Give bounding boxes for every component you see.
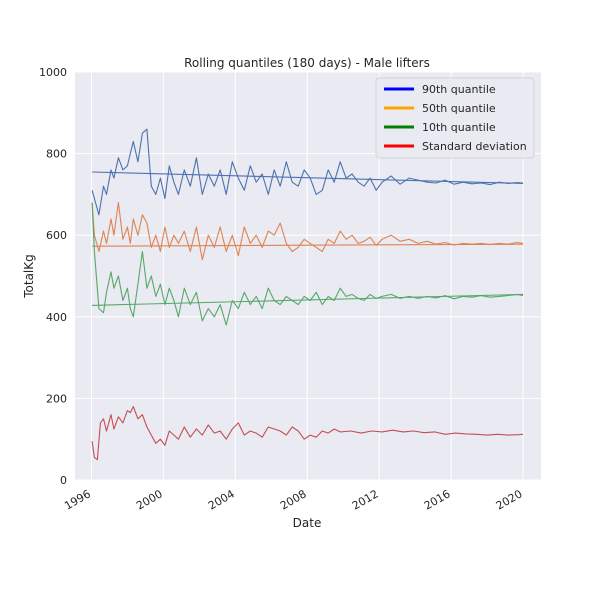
y-tick-label: 200 bbox=[46, 392, 67, 405]
y-tick-label: 400 bbox=[46, 311, 67, 324]
y-axis: 0 200 400 600 800 1000 bbox=[39, 66, 67, 487]
grid-lines bbox=[75, 71, 541, 481]
x-axis-label: Date bbox=[293, 516, 322, 530]
x-tick-label: 2000 bbox=[134, 487, 165, 512]
chart-title: Rolling quantiles (180 days) - Male lift… bbox=[184, 56, 430, 70]
series-line-3 bbox=[92, 243, 524, 247]
legend-label: 10th quantile bbox=[422, 121, 496, 134]
series-line-5 bbox=[92, 293, 524, 306]
y-tick-label: 600 bbox=[46, 229, 67, 242]
x-tick-label: 2020 bbox=[494, 487, 525, 512]
legend-label: 50th quantile bbox=[422, 102, 496, 115]
x-tick-label: 2008 bbox=[278, 487, 309, 512]
series-line-1 bbox=[92, 171, 524, 184]
x-tick-label: 2016 bbox=[422, 487, 453, 512]
legend-box bbox=[375, 77, 535, 159]
y-tick-label: 800 bbox=[46, 148, 67, 161]
x-tick-label: 2004 bbox=[206, 487, 237, 512]
x-tick-label: 1996 bbox=[62, 487, 93, 512]
series-line-4 bbox=[91, 202, 524, 326]
legend-label: Standard deviation bbox=[422, 140, 527, 153]
y-tick-label: 1000 bbox=[39, 66, 67, 79]
y-axis-label: TotalKg bbox=[22, 254, 36, 299]
legend-label: 90th quantile bbox=[422, 83, 496, 96]
legend: 90th quantile 50th quantile 10th quantile S… bbox=[375, 77, 535, 159]
x-axis: 1996 2000 2004 2008 2012 2016 2020 bbox=[62, 487, 524, 512]
y-tick-label: 0 bbox=[60, 474, 67, 487]
x-tick-label: 2012 bbox=[350, 487, 381, 512]
series-line-6 bbox=[91, 406, 524, 461]
series-line-2 bbox=[91, 202, 524, 261]
series-lines bbox=[91, 128, 524, 461]
